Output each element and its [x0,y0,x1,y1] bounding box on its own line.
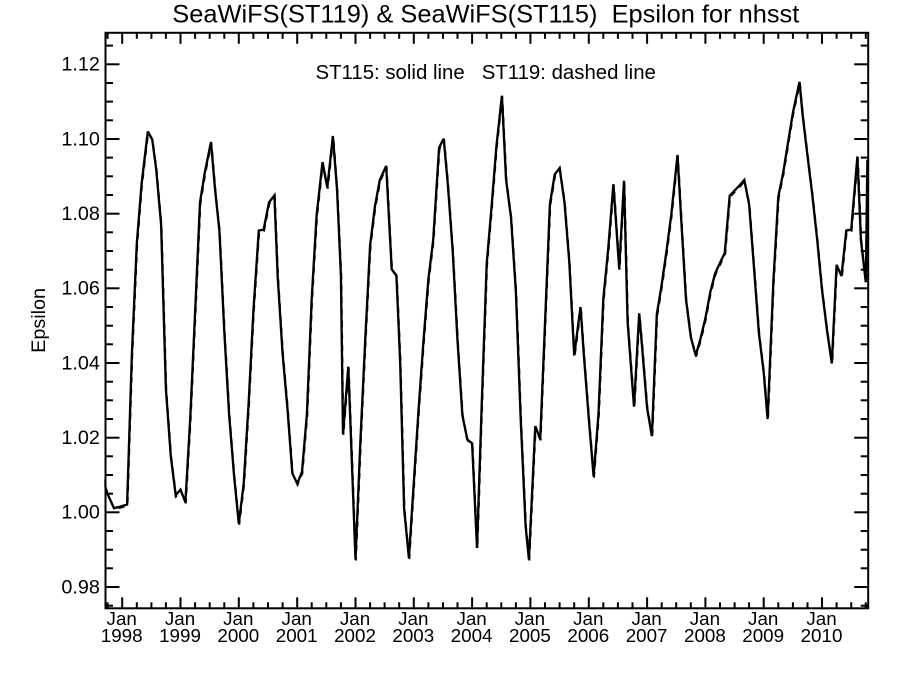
svg-text:Jan: Jan [456,608,486,629]
svg-text:1.02: 1.02 [61,427,100,449]
svg-text:Jan: Jan [398,608,428,629]
svg-text:1.06: 1.06 [61,278,100,300]
svg-text:Jan: Jan [806,608,836,629]
svg-text:Jan: Jan [515,608,545,629]
svg-text:2010: 2010 [801,625,843,646]
svg-text:2008: 2008 [684,625,726,646]
svg-text:Jan: Jan [165,608,195,629]
svg-text:2005: 2005 [509,625,551,646]
svg-text:1.04: 1.04 [61,352,100,374]
svg-text:Jan: Jan [223,608,253,629]
svg-text:Jan: Jan [631,608,661,629]
svg-text:1.12: 1.12 [61,54,100,76]
svg-text:2006: 2006 [567,625,609,646]
svg-text:1.10: 1.10 [61,128,100,150]
svg-text:0.98: 0.98 [61,576,100,598]
svg-text:ST115: solid line ST119: das: ST115: solid line ST119: dashed line [315,62,655,84]
svg-text:SeaWiFS(ST119) & SeaWiFS(ST115: SeaWiFS(ST119) & SeaWiFS(ST115) Epsilon … [172,1,799,29]
svg-text:1.00: 1.00 [61,502,100,524]
svg-text:Epsilon: Epsilon [28,288,50,353]
svg-text:2004: 2004 [451,625,493,646]
svg-text:Jan: Jan [282,608,312,629]
svg-text:2009: 2009 [742,625,784,646]
svg-text:2007: 2007 [626,625,668,646]
svg-text:Jan: Jan [748,608,778,629]
svg-text:Jan: Jan [690,608,720,629]
svg-text:2001: 2001 [276,625,318,646]
svg-text:Jan: Jan [340,608,370,629]
svg-text:1998: 1998 [101,625,143,646]
svg-text:1999: 1999 [159,625,201,646]
svg-text:1.08: 1.08 [61,203,100,225]
svg-text:2002: 2002 [334,625,376,646]
svg-text:Jan: Jan [107,608,137,629]
svg-text:Jan: Jan [573,608,603,629]
svg-text:2000: 2000 [217,625,259,646]
svg-text:2003: 2003 [392,625,434,646]
